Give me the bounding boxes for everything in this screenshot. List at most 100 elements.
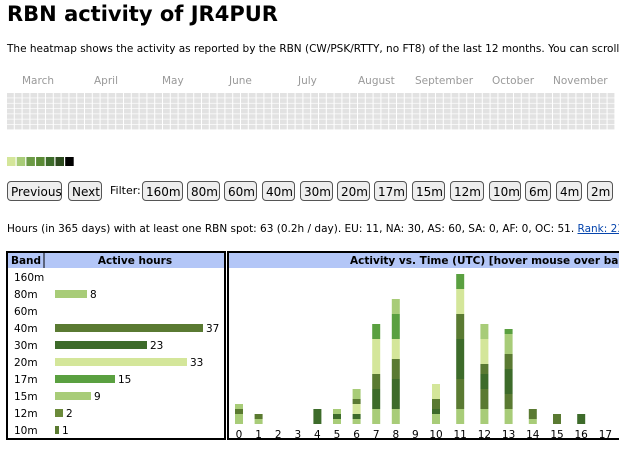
heatmap-cell (404, 103, 412, 109)
heatmap-cell (7, 114, 14, 119)
heatmap-cell (490, 119, 498, 125)
time-bar-segment (352, 419, 361, 424)
heatmap-cell (295, 124, 303, 130)
band-filter-button[interactable]: 30m (300, 181, 333, 201)
heatmap-cell (584, 108, 591, 114)
heatmap-cell (545, 98, 552, 103)
heatmap-cell (428, 108, 435, 114)
heatmap-cell (599, 114, 607, 119)
month-label: July (297, 75, 317, 87)
band-filter-button[interactable]: 60m (224, 181, 257, 201)
heatmap-cell (319, 103, 326, 109)
hour-label: 3 (294, 429, 301, 441)
heatmap-cell (342, 103, 350, 109)
heatmap-cell (412, 124, 420, 130)
hour-label: 16 (575, 429, 589, 441)
stats-text: Hours (in 365 days) with at least one RB… (7, 223, 575, 235)
time-bar-segment (352, 414, 361, 419)
heatmap-cell (85, 103, 92, 109)
band-label: 30m (14, 340, 38, 352)
band-filter-button[interactable]: 6m (525, 181, 551, 201)
band-filter-button[interactable]: 12m (450, 181, 484, 201)
heatmap-cell (482, 93, 490, 98)
heatmap-cell (22, 98, 30, 103)
heatmap-cell (100, 98, 108, 103)
band-filter-button[interactable]: 80m (187, 181, 220, 201)
heatmap-cell (436, 119, 443, 125)
time-table-header-bg (229, 253, 619, 268)
heatmap-cell (365, 108, 373, 114)
heatmap-cell (451, 119, 459, 125)
month-label: March (22, 75, 54, 87)
band-filter-button[interactable]: 4m (556, 181, 582, 201)
heatmap-cell (334, 119, 342, 125)
heatmap-cell (7, 93, 14, 98)
heatmap-cell (155, 108, 162, 114)
heatmap-cell (443, 103, 451, 109)
band-filter-button[interactable]: 15m (412, 181, 445, 201)
heatmap-cell (53, 108, 61, 114)
heatmap-cell (7, 124, 14, 130)
heatmap-cell (428, 124, 435, 130)
band-filter-button[interactable]: 17m (374, 181, 407, 201)
heatmap-cell (592, 124, 599, 130)
band-filter-button[interactable]: 160m (142, 181, 183, 201)
heatmap-cell (194, 114, 201, 119)
heatmap-cell (30, 108, 38, 114)
heatmap-cell (490, 98, 498, 103)
heatmap-cell (131, 124, 139, 130)
heatmap-cell (514, 119, 521, 125)
heatmap-cell (100, 114, 108, 119)
time-bar-segment (528, 409, 537, 419)
heatmap-cell (53, 119, 61, 125)
time-bar-segment (504, 394, 513, 409)
heatmap-cell (389, 124, 396, 130)
heatmap-cell (584, 93, 591, 98)
heatmap-cell (30, 124, 38, 130)
heatmap-cell (529, 108, 537, 114)
heatmap-cell (607, 108, 615, 114)
next-button[interactable]: Next (68, 181, 102, 201)
hour-label: 5 (334, 429, 341, 441)
heatmap-cell (108, 114, 116, 119)
heatmap-cell (14, 93, 22, 98)
heatmap-cell (451, 98, 459, 103)
band-filter-button[interactable]: 2m (587, 181, 613, 201)
heatmap-cell (592, 108, 599, 114)
heatmap-cell (545, 124, 552, 130)
heatmap-cell (124, 114, 131, 119)
heatmap-cell (194, 124, 201, 130)
heatmap-cell (389, 108, 396, 114)
heatmap-cell (319, 98, 326, 103)
heatmap-cell (178, 114, 186, 119)
band-filter-button[interactable]: 40m (262, 181, 295, 201)
heatmap-cell (147, 114, 155, 119)
previous-button[interactable]: Previous (7, 181, 62, 201)
time-bar-segment (480, 409, 489, 424)
time-bar-segment (456, 379, 465, 409)
hours-value: 9 (94, 391, 101, 403)
heatmap-cell (389, 98, 396, 103)
heatmap-cell (280, 93, 287, 98)
rank-link[interactable]: Rank: 23072 (577, 223, 619, 235)
heatmap-cell (498, 103, 506, 109)
heatmap-cell (194, 103, 201, 109)
heatmap-cell (490, 108, 498, 114)
band-filter-button[interactable]: 20m (337, 181, 370, 201)
band-filter-button[interactable]: 10m (489, 181, 521, 201)
heatmap-cell (319, 108, 326, 114)
heatmap-cell (412, 108, 420, 114)
time-bar-segment (456, 314, 465, 339)
heatmap-cell (599, 119, 607, 125)
time-bar-segment (480, 364, 489, 374)
heatmap-cell (124, 119, 131, 125)
heatmap-cell (311, 114, 318, 119)
heatmap-cell (443, 124, 451, 130)
heatmap-cell (506, 124, 513, 130)
heatmap-cell (350, 103, 357, 109)
heatmap-cell (529, 103, 537, 109)
heatmap-cell (319, 114, 326, 119)
hours-bar (55, 341, 147, 349)
heatmap-cell (560, 119, 568, 125)
heatmap-cell (77, 98, 84, 103)
